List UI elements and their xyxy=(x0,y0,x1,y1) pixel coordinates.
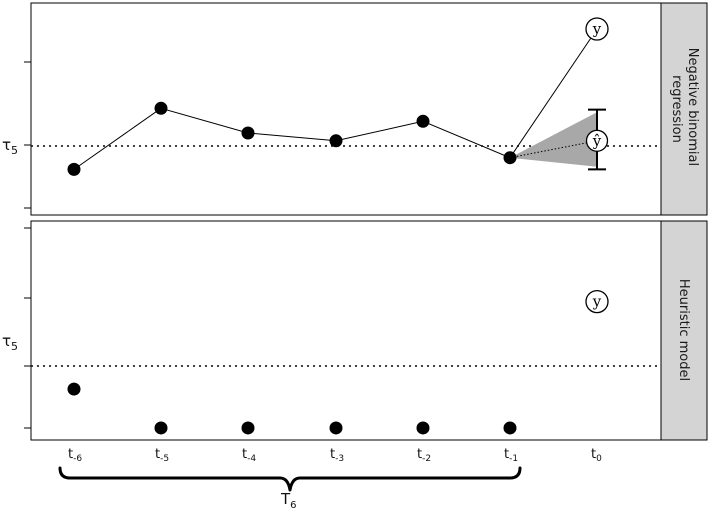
data-point xyxy=(241,421,255,435)
data-point xyxy=(67,382,81,396)
data-point xyxy=(416,421,430,435)
window-label: T6 xyxy=(280,490,297,510)
predicted-value-marker xyxy=(585,129,609,152)
strip-box xyxy=(660,220,708,441)
data-point xyxy=(503,421,517,435)
plot-area-bottom: y xyxy=(67,289,609,435)
x-tick-label: t-4 xyxy=(242,447,256,464)
plot-area-top: ŷy xyxy=(67,17,609,176)
data-point xyxy=(503,151,517,165)
x-tick-label: t-5 xyxy=(155,447,169,464)
strip-label: Negative binomial regression xyxy=(669,48,700,171)
predicted-value-label: ŷ xyxy=(592,132,602,150)
y-axis-ticks xyxy=(24,227,31,429)
data-point xyxy=(154,421,168,435)
panel-frame xyxy=(30,220,662,441)
x-tick-label: t-3 xyxy=(330,447,344,464)
x-axis-labels: t-6 t-5 t-4 t-3 t-2 t-1 t0 xyxy=(68,447,602,464)
series-line xyxy=(73,107,511,170)
panel-heuristic: τ5 y Heuristic model xyxy=(2,220,708,441)
observed-connector xyxy=(509,28,598,158)
observed-value-label: y xyxy=(592,293,602,311)
y-axis-ticks xyxy=(24,61,31,209)
threshold-label: τ5 xyxy=(2,332,18,353)
strip-label-line-2: regression xyxy=(669,75,684,143)
strip-label: Heuristic model xyxy=(676,279,691,381)
observed-value-marker xyxy=(585,17,609,41)
window-brace xyxy=(58,466,522,492)
x-tick-label: t-1 xyxy=(504,447,518,464)
data-point xyxy=(154,101,168,115)
strip-label-line-1: Negative binomial xyxy=(685,48,700,166)
strip-label-line-1: Heuristic model xyxy=(676,279,691,381)
threshold-label: τ5 xyxy=(2,136,18,157)
x-tick-label: t0 xyxy=(591,447,602,464)
observed-value-label: y xyxy=(592,20,602,38)
strip-box xyxy=(660,2,708,216)
data-point xyxy=(67,162,81,176)
data-point xyxy=(416,114,430,128)
x-tick-label: t-6 xyxy=(68,447,82,464)
predicted-connector xyxy=(509,140,598,159)
panel-negative-binomial: τ5 ŷy Negative binomial regression xyxy=(2,2,708,216)
prediction-cone xyxy=(510,112,597,167)
x-tick-label: t-2 xyxy=(417,447,431,464)
panel-frame xyxy=(30,2,662,216)
data-point xyxy=(241,126,255,140)
observed-value-marker xyxy=(585,289,609,314)
data-point xyxy=(329,421,343,435)
data-point xyxy=(329,134,343,148)
